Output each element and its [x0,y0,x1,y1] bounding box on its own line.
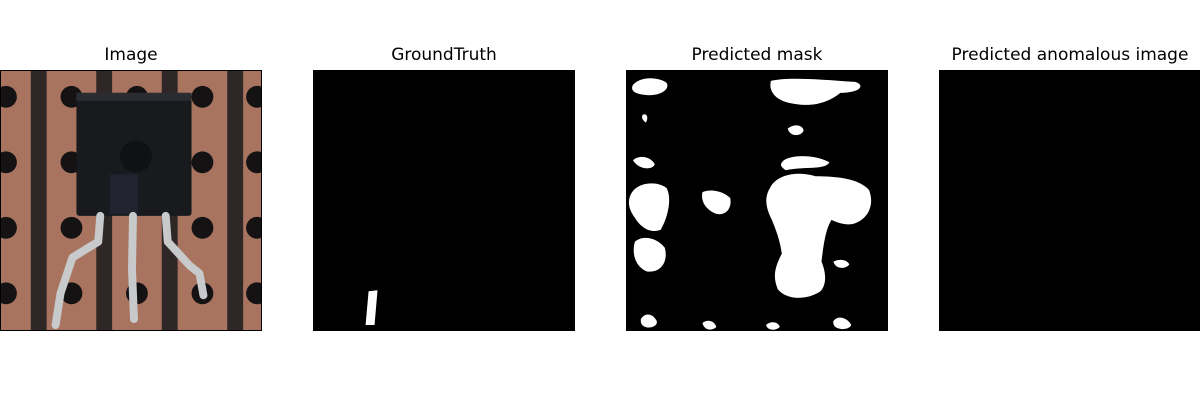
predicted-mask [626,70,888,331]
panel-groundtruth: GroundTruth [313,40,575,331]
groundtruth-defect-region [365,290,378,326]
panel-title-image: Image [104,45,158,65]
panel-title-predicted-mask: Predicted mask [691,45,823,65]
panel-predicted-anomalous-image: Predicted anomalous image [939,40,1200,331]
original-image [0,70,262,331]
groundtruth-mask [313,70,575,331]
panel-predicted-mask: Predicted mask [626,40,888,331]
predicted-anomalous-image [939,70,1200,331]
panel-title-groundtruth: GroundTruth [391,45,497,65]
panel-image: Image [0,40,262,331]
panel-title-predicted-anomalous-image: Predicted anomalous image [951,45,1189,65]
